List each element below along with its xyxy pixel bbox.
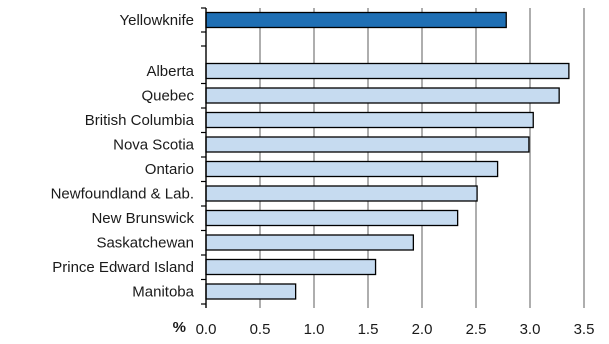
category-label: Newfoundland & Lab.: [51, 186, 194, 203]
category-label: British Columbia: [85, 112, 195, 129]
category-label: Saskatchewan: [96, 235, 194, 252]
labels-layer: Yellowknife Alberta Quebec British Columbia…: [51, 12, 595, 338]
category-label: Ontario: [145, 161, 194, 178]
bar-4: [205, 160, 499, 178]
x-tick-label: 1.5: [358, 321, 379, 338]
x-unit-label: %: [173, 319, 186, 336]
x-tick-label: 0.0: [196, 321, 217, 338]
bar-0: [205, 62, 570, 80]
x-tick-label: 1.0: [304, 321, 325, 338]
bars-layer: [205, 11, 570, 300]
category-label: New Brunswick: [91, 210, 194, 227]
category-label: Nova Scotia: [113, 137, 195, 154]
bar-highlight: [205, 11, 507, 29]
bar-3: [205, 136, 530, 153]
x-tick-label: 3.0: [520, 321, 541, 338]
axis-layer: [201, 7, 207, 308]
x-tick-label: 3.5: [574, 321, 595, 338]
bar-9: [205, 283, 297, 300]
x-tick-label: 2.0: [412, 321, 433, 338]
category-label: Quebec: [141, 88, 194, 105]
bar-2: [205, 111, 534, 129]
x-tick-label: 2.5: [466, 321, 487, 338]
category-label: Prince Edward Island: [52, 259, 194, 276]
category-label: Alberta: [146, 63, 194, 80]
x-tick-label: 0.5: [250, 321, 271, 338]
bar-1: [205, 87, 560, 104]
bar-6: [205, 209, 459, 227]
bar-5: [205, 185, 478, 202]
bar-7: [205, 234, 415, 251]
grid-layer: [259, 8, 585, 308]
category-label: Manitoba: [132, 284, 194, 301]
bar-8: [205, 258, 377, 276]
category-label: Yellowknife: [120, 12, 195, 29]
